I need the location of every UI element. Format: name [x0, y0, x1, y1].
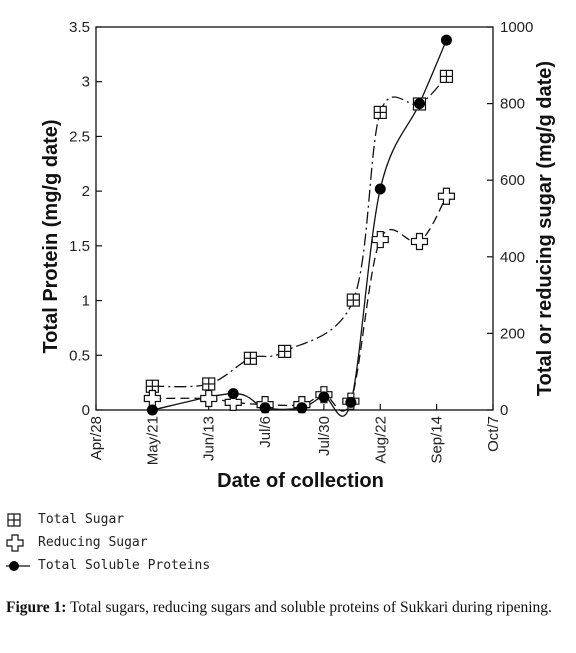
x-tick-label: Oct/7: [485, 416, 502, 452]
legend-label-total-sugar: Total Sugar: [38, 512, 125, 527]
plot-frame: [95, 26, 494, 411]
data-point-reducing-sugar: [371, 230, 389, 249]
data-point-reducing-sugar: [200, 389, 218, 408]
x-tick-label: May/21: [144, 416, 161, 465]
boxed-plus-marker-icon: [7, 512, 21, 527]
right-y-tick-label: 600: [500, 172, 525, 189]
left-y-tick-label: 0.5: [69, 347, 90, 364]
x-tick-label: Jul/6: [257, 416, 274, 448]
caption-text: Total sugars, reducing sugars and solubl…: [66, 599, 552, 616]
data-point-total-soluble-proteins: [227, 388, 239, 400]
right-y-axis-title: Total or reducing sugar (mg/g date): [534, 61, 556, 396]
right-y-tick-label: 1000: [500, 19, 533, 36]
right-y-tick-label: 200: [500, 325, 525, 342]
legend-label-total-soluble-proteins: Total Soluble Proteins: [38, 558, 211, 573]
x-axis-title: Date of collection: [217, 470, 384, 492]
data-point-total-sugar: [439, 69, 454, 84]
left-y-tick-label: 2.5: [69, 128, 90, 145]
data-point-total-soluble-proteins: [413, 98, 425, 110]
right-y-tick-label: 800: [500, 96, 525, 113]
x-tick-label: Jul/30: [316, 416, 333, 456]
x-tick-label: Jun/13: [201, 416, 218, 461]
left-y-axis-title: Total Protein (mg/g date): [40, 119, 62, 353]
left-y-tick-label: 3: [82, 74, 90, 91]
figure-caption: Figure 1: Total sugars, reducing sugars …: [6, 597, 568, 618]
data-point-reducing-sugar: [410, 232, 429, 251]
data-point-total-sugar: [202, 377, 216, 391]
data-point-total-soluble-proteins: [374, 183, 386, 195]
caption-label: Figure 1:: [6, 599, 67, 616]
data-point-total-sugar: [373, 105, 387, 120]
x-tick-label: Aug/22: [372, 416, 389, 464]
legend-label-reducing-sugar: Reducing Sugar: [38, 535, 148, 550]
data-point-total-sugar: [346, 293, 360, 307]
chart: 0 0.5 1 1.5 2 2.5 3 3.5 0 200 400 600 800 1000 Apr/28 M…: [40, 19, 556, 492]
legend-item-total-soluble-proteins: Total Soluble Proteins: [6, 554, 210, 577]
series-line-reducing-sugar: [152, 195, 448, 412]
left-y-tick-label: 2: [82, 183, 90, 200]
data-point-total-soluble-proteins: [345, 396, 357, 408]
right-y-tick-label: 0: [500, 402, 508, 419]
open-cross-marker-icon: [6, 533, 24, 552]
data-point-reducing-sugar: [437, 187, 456, 205]
data-point-total-soluble-proteins: [146, 404, 158, 416]
x-tick-label: Sep/14: [429, 416, 446, 464]
data-point-reducing-sugar: [143, 389, 161, 408]
legend-item-total-sugar: Total Sugar: [6, 508, 210, 531]
data-point-total-soluble-proteins: [259, 402, 271, 414]
data-point-total-soluble-proteins: [296, 402, 308, 414]
right-y-tick-label: 400: [500, 249, 525, 266]
filled-circle-marker-icon: [6, 560, 30, 571]
legend: Total Sugar Reducing Sugar Total Soluble…: [6, 508, 210, 577]
series-line-total-sugar: [152, 75, 447, 388]
data-point-total-sugar: [243, 351, 257, 365]
data-point-total-sugar: [278, 344, 292, 359]
left-y-tick-label: 3.5: [69, 19, 90, 36]
x-tick-label: Apr/28: [88, 416, 105, 460]
left-y-tick-label: 1.5: [69, 238, 90, 255]
series-line-total-soluble-proteins: [152, 39, 448, 417]
left-y-tick-label: 0: [82, 402, 90, 419]
data-point-total-soluble-proteins: [440, 34, 452, 46]
legend-item-reducing-sugar: Reducing Sugar: [6, 531, 210, 554]
data-point-reducing-sugar: [224, 393, 242, 411]
left-y-tick-label: 1: [82, 293, 90, 310]
data-point-total-soluble-proteins: [318, 391, 330, 403]
